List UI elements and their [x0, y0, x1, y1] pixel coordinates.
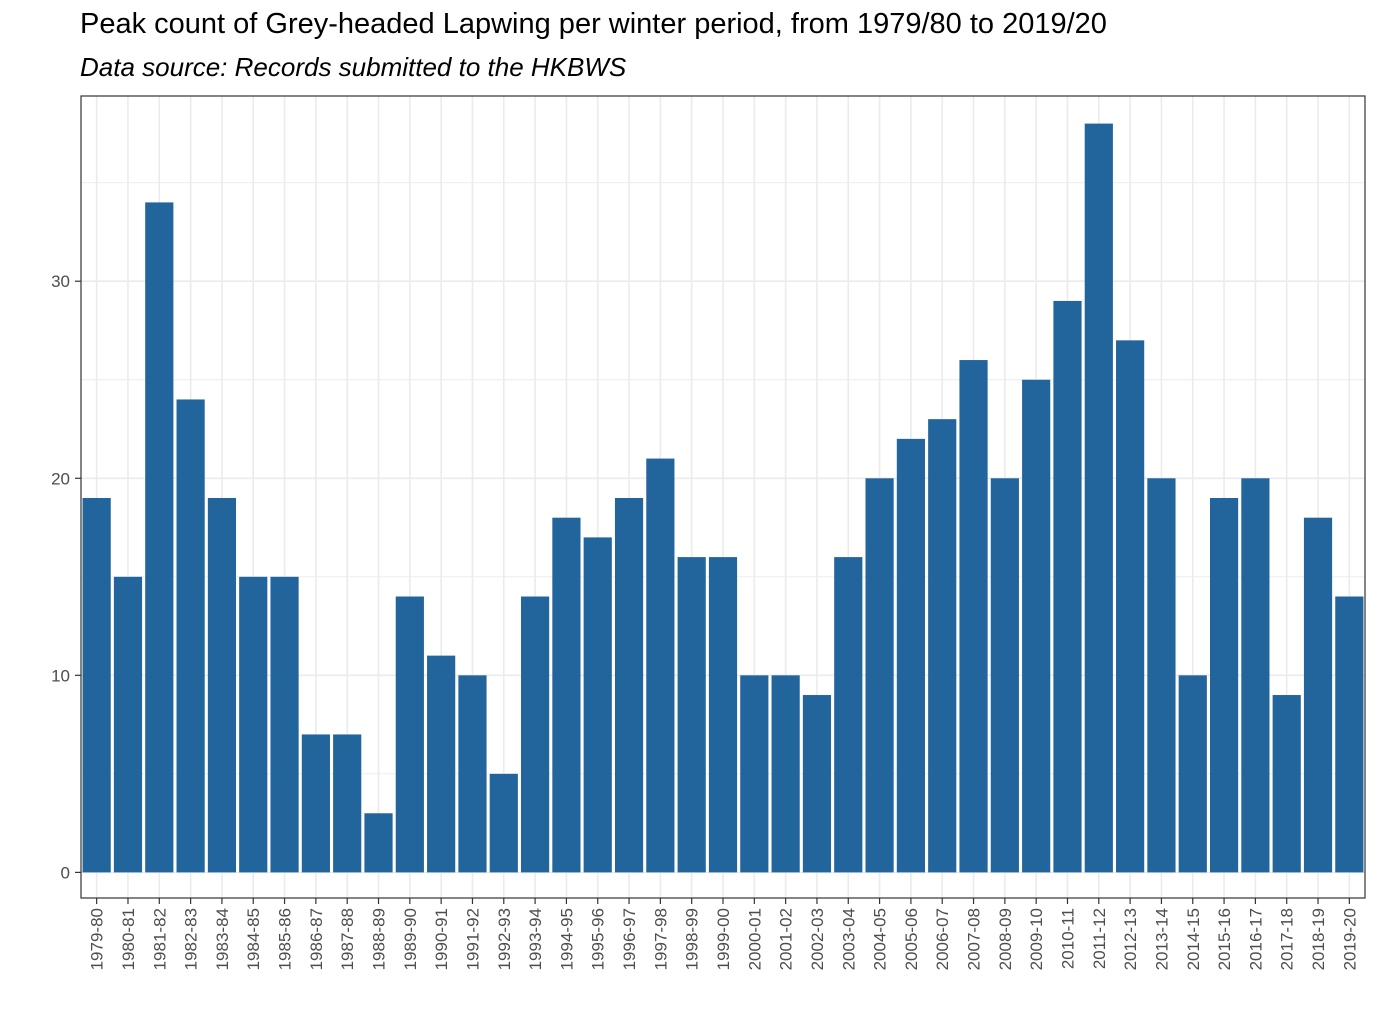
x-tick-label: 2000-01	[745, 908, 764, 970]
x-tick-label: 2018-19	[1309, 908, 1328, 970]
x-tick-label: 2013-14	[1152, 908, 1171, 970]
bar-2011-12	[1084, 123, 1113, 873]
x-tick-label: 1984-85	[244, 908, 263, 970]
bar-2005-06	[896, 438, 925, 873]
x-tick-label: 1986-87	[307, 908, 326, 970]
bar-1991-92	[458, 675, 487, 873]
bar-2004-05	[865, 478, 894, 873]
x-tick-label: 2007-08	[965, 908, 984, 970]
x-tick-label: 2009-10	[1027, 908, 1046, 970]
bar-2009-10	[1022, 379, 1051, 873]
bar-2012-13	[1116, 340, 1145, 873]
x-tick-label: 1996-97	[620, 908, 639, 970]
x-tick-label: 2017-18	[1278, 908, 1297, 970]
x-tick-label: 2003-04	[839, 908, 858, 970]
x-tick-label: 1992-93	[495, 908, 514, 970]
x-tick-label: 2015-16	[1215, 908, 1234, 970]
x-tick-label: 2019-20	[1340, 908, 1359, 970]
bar-1994-95	[552, 517, 581, 873]
y-tick-label: 10	[51, 666, 70, 685]
bar-1999-00	[708, 557, 738, 873]
bar-2007-08	[959, 360, 988, 873]
x-tick-label: 1988-89	[370, 908, 389, 970]
bar-2006-07	[928, 419, 957, 873]
bar-1985-86	[270, 576, 299, 873]
bar-2000-01	[740, 675, 769, 873]
bar-2002-03	[802, 695, 832, 873]
x-tick-label: 1999-00	[714, 908, 733, 970]
x-tick-label: 2014-15	[1184, 908, 1203, 970]
x-tick-label: 1983-84	[213, 908, 232, 970]
bar-2008-09	[990, 478, 1019, 873]
bar-1982-83	[176, 399, 205, 873]
bar-1995-96	[583, 537, 612, 873]
bar-1998-99	[677, 557, 706, 873]
bar-1992-93	[489, 773, 518, 873]
bar-1980-81	[113, 576, 143, 873]
bar-1986-87	[301, 734, 330, 873]
x-tick-label: 2008-09	[996, 908, 1015, 970]
bars	[82, 123, 1364, 873]
bar-2013-14	[1147, 478, 1176, 873]
x-tick-label: 2011-12	[1090, 908, 1109, 969]
x-tick-label: 1980-81	[119, 908, 138, 970]
bar-1981-82	[145, 202, 174, 873]
bar-2017-18	[1272, 695, 1301, 873]
bar-1996-97	[614, 497, 644, 873]
bar-2019-20	[1335, 596, 1364, 873]
x-tick-label: 1997-98	[651, 908, 670, 970]
x-tick-label: 2005-06	[902, 908, 921, 970]
bar-2014-15	[1178, 675, 1207, 873]
x-tick-label: 1994-95	[557, 908, 576, 970]
bar-1983-84	[207, 497, 237, 873]
x-tick-label: 1989-90	[401, 908, 420, 970]
x-tick-label: 1985-86	[276, 908, 295, 970]
bar-1993-94	[521, 596, 550, 873]
bar-2001-02	[771, 675, 800, 873]
bar-1990-91	[427, 655, 456, 873]
x-axis: 1979-80 1980-81 1981-82 1982-83 1983-84 1984-…	[88, 898, 1359, 970]
y-tick-label: 0	[61, 863, 70, 882]
bar-2015-16	[1209, 497, 1239, 873]
bar-1979-80	[82, 497, 111, 873]
bar-2003-04	[834, 557, 863, 873]
bar-2018-19	[1303, 517, 1333, 873]
x-tick-label: 2001-02	[777, 908, 796, 970]
chart-subtitle: Data source: Records submitted to the HK…	[80, 52, 627, 82]
bar-2016-17	[1241, 478, 1270, 873]
bar-2010-11	[1053, 300, 1082, 873]
x-tick-label: 2016-17	[1246, 908, 1265, 970]
x-tick-label: 1981-82	[150, 908, 169, 970]
y-tick-label: 30	[51, 272, 70, 291]
y-tick-label: 20	[51, 469, 70, 488]
bar-1987-88	[333, 734, 362, 873]
x-tick-label: 1990-91	[432, 908, 451, 970]
y-axis: 0 10 20 30	[51, 272, 81, 882]
bar-1984-85	[239, 576, 268, 873]
x-tick-label: 2004-05	[871, 908, 890, 970]
x-tick-label: 2002-03	[808, 908, 827, 970]
bar-1989-90	[395, 596, 424, 873]
x-tick-label: 1979-80	[88, 908, 107, 970]
x-tick-label: 1987-88	[338, 908, 357, 970]
x-tick-label: 2010-11	[1058, 908, 1077, 969]
x-tick-label: 1995-96	[589, 908, 608, 970]
x-tick-label: 2012-13	[1121, 908, 1140, 970]
bar-1988-89	[364, 813, 393, 873]
x-tick-label: 2006-07	[933, 908, 952, 970]
x-tick-label: 1991-92	[463, 908, 482, 970]
chart-title: Peak count of Grey-headed Lapwing per wi…	[80, 8, 1107, 40]
bar-1997-98	[646, 458, 675, 873]
x-tick-label: 1982-83	[182, 908, 201, 970]
x-tick-label: 1998-99	[683, 908, 702, 970]
x-tick-label: 1993-94	[526, 908, 545, 970]
